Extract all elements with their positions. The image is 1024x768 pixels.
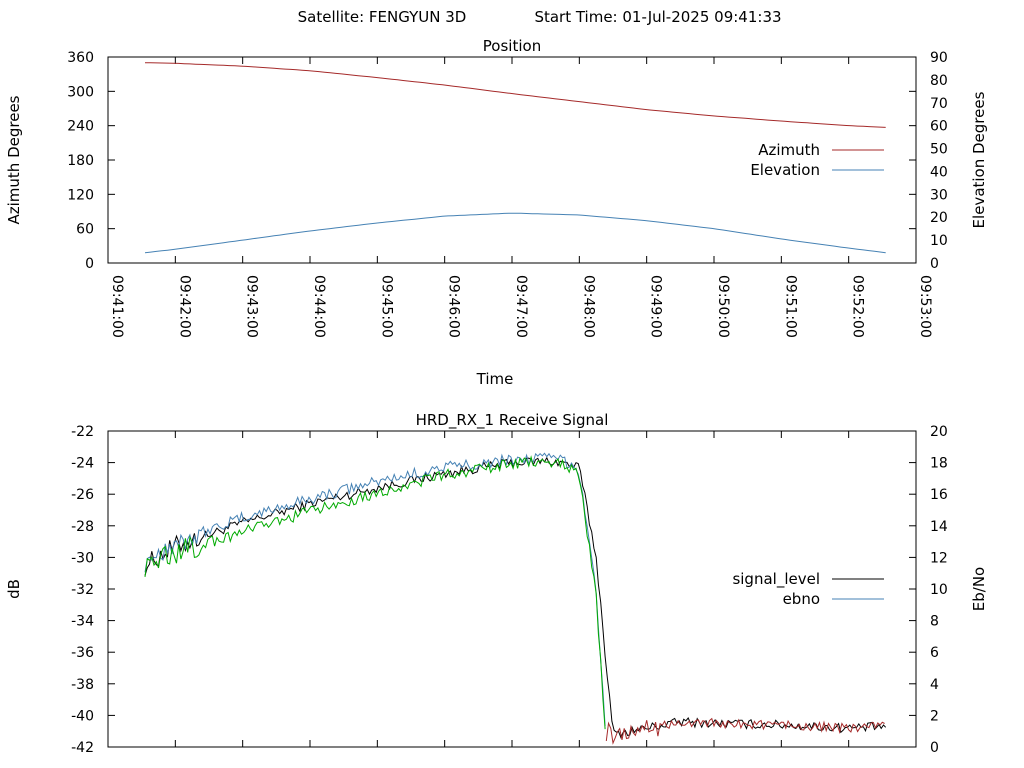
- y-tick-label: 180: [67, 153, 94, 169]
- y2-tick-label: 10: [930, 233, 948, 249]
- y2-tick-label: 0: [930, 740, 939, 756]
- chart-title: HRD_RX_1 Receive Signal: [416, 411, 609, 430]
- series-line-Elevation: [144, 212, 886, 254]
- y-tick-label: -22: [71, 424, 94, 440]
- y-tick-label: -24: [71, 456, 94, 472]
- y2-axis-label: Eb/No: [970, 567, 988, 611]
- y2-tick-label: 10: [930, 582, 948, 598]
- y-tick-label: 120: [67, 187, 94, 203]
- legend-label: Elevation: [750, 161, 820, 179]
- y2-tick-label: 16: [930, 487, 948, 503]
- y-tick-label: -36: [71, 645, 94, 661]
- plot-frame: [107, 430, 917, 748]
- y-axis-label: dB: [5, 579, 23, 599]
- x-tick-label: 09:52:00: [850, 275, 866, 338]
- y2-axis-label: Elevation Degrees: [970, 91, 988, 228]
- x-tick-label: 09:50:00: [715, 275, 731, 338]
- y-tick-label: 60: [76, 222, 94, 238]
- y2-tick-label: 2: [930, 708, 939, 724]
- y-tick-label: -40: [71, 708, 94, 724]
- y-tick-label: -26: [71, 487, 94, 503]
- y2-tick-label: 50: [930, 142, 948, 158]
- y2-tick-label: 8: [930, 614, 939, 630]
- y-tick-label: 240: [67, 119, 94, 135]
- y-tick-label: -30: [71, 550, 94, 566]
- x-tick-label: 09:51:00: [782, 275, 798, 338]
- x-tick-label: 09:47:00: [513, 275, 529, 338]
- x-tick-label: 09:46:00: [446, 275, 462, 338]
- x-tick-label: 09:43:00: [244, 275, 260, 338]
- receive-signal-chart: HRD_RX_1 Receive Signal -22 -24 -26 -28 -30 -3…: [5, 411, 988, 756]
- y2-tick-label: 30: [930, 187, 948, 203]
- y2-tick-label: 12: [930, 550, 948, 566]
- y-tick-label: -32: [71, 582, 94, 598]
- y-tick-label: -42: [71, 740, 94, 756]
- legend-label: signal_level: [732, 570, 820, 589]
- y2-tick-label: 90: [930, 50, 948, 66]
- start-time-label: Start Time: 01-Jul-2025 09:41:33: [534, 8, 781, 26]
- series-line-signal_level: [144, 456, 887, 739]
- position-chart: Position 0 60 120 180 240 300 360 0 10 20 30 40 50 60 7…: [5, 37, 988, 388]
- series-line-ebno: [144, 452, 606, 727]
- y2-tick-label: 20: [930, 424, 948, 440]
- y2-tick-label: 6: [930, 645, 939, 661]
- y-axis-label: Azimuth Degrees: [5, 95, 23, 224]
- series-line-Azimuth: [144, 62, 886, 128]
- legend-label: ebno: [783, 590, 820, 608]
- y2-tick-label: 4: [930, 677, 939, 693]
- x-tick-label: 09:49:00: [648, 275, 664, 338]
- x-tick-label: 09:45:00: [378, 275, 394, 338]
- x-tick-label: 09:42:00: [176, 275, 192, 338]
- x-tick-label: 09:53:00: [917, 275, 933, 338]
- y-tick-label: 300: [67, 84, 94, 100]
- x-tick-label: 09:48:00: [580, 275, 596, 338]
- x-tick-label: 09:41:00: [109, 275, 125, 338]
- y2-tick-label: 14: [930, 519, 948, 535]
- series-line-trace-2: [144, 455, 606, 730]
- plot-frame: [107, 56, 917, 264]
- y-tick-label: 360: [67, 50, 94, 66]
- y2-tick-label: 60: [930, 119, 948, 135]
- legend-label: Azimuth: [758, 141, 820, 159]
- y2-tick-label: 70: [930, 96, 948, 112]
- satellite-label: Satellite: FENGYUN 3D: [298, 8, 467, 26]
- x-tick-label: 09:44:00: [311, 275, 327, 338]
- y-tick-label: -34: [71, 614, 94, 630]
- y2-tick-label: 80: [930, 73, 948, 89]
- y2-tick-label: 18: [930, 456, 948, 472]
- series-line-trace-3: [605, 717, 885, 745]
- y-tick-label: 0: [85, 256, 94, 272]
- x-axis-label: Time: [476, 370, 514, 388]
- y2-tick-label: 40: [930, 164, 948, 180]
- chart-title: Position: [483, 37, 541, 55]
- y-tick-label: -38: [71, 677, 94, 693]
- y2-tick-label: 0: [930, 256, 939, 272]
- y-tick-label: -28: [71, 519, 94, 535]
- y2-tick-label: 20: [930, 210, 948, 226]
